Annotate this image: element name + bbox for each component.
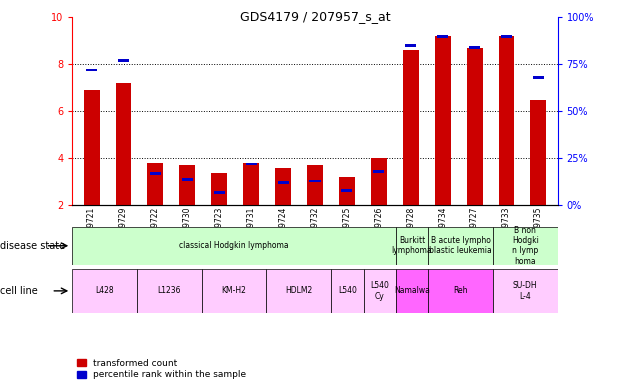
Bar [396,227,428,265]
Bar [469,46,480,49]
Bar [115,83,132,205]
Text: L1236: L1236 [158,286,181,295]
Bar [428,269,493,313]
Text: disease state: disease state [0,241,65,251]
Text: classical Hodgkin lymphoma: classical Hodgkin lymphoma [180,241,289,250]
Text: B acute lympho
blastic leukemia: B acute lympho blastic leukemia [429,236,492,255]
Bar [498,36,515,205]
Bar [428,227,493,265]
Bar [180,166,195,205]
Bar [86,69,97,71]
Bar [72,227,396,265]
Bar [307,166,323,205]
Bar [493,227,558,265]
Bar [214,191,225,194]
Bar [403,50,419,205]
Bar [211,172,227,205]
Text: cell line: cell line [0,286,38,296]
Text: Namalwa: Namalwa [394,286,430,295]
Bar [182,178,193,180]
Bar [331,269,364,313]
Bar [275,168,291,205]
Bar [147,163,163,205]
Bar [84,90,100,205]
Bar [202,269,266,313]
Bar [309,180,321,182]
Bar [118,59,129,62]
Bar [266,269,331,313]
Bar [246,163,257,166]
Text: Burkitt
lymphoma: Burkitt lymphoma [392,236,432,255]
Text: SU-DH
L-4: SU-DH L-4 [513,281,537,301]
Bar [364,269,396,313]
Text: GDS4179 / 207957_s_at: GDS4179 / 207957_s_at [239,10,391,23]
Text: L540: L540 [338,286,357,295]
Bar [396,269,428,313]
Bar [339,177,355,205]
Bar [533,76,544,79]
Text: KM-H2: KM-H2 [222,286,246,295]
Text: L428: L428 [96,286,114,295]
Text: Reh: Reh [453,286,468,295]
Bar [530,99,546,205]
Bar [435,36,450,205]
Bar [371,159,387,205]
Text: L540
Cy: L540 Cy [370,281,389,301]
Bar [243,163,259,205]
Text: B non
Hodgki
n lymp
homa: B non Hodgki n lymp homa [512,226,539,266]
Bar [137,269,202,313]
Bar [501,35,512,38]
Legend: transformed count, percentile rank within the sample: transformed count, percentile rank withi… [77,359,246,379]
Bar [373,170,384,173]
Bar [437,35,448,38]
Bar [405,44,416,47]
Bar [150,172,161,175]
Bar [341,189,353,192]
Bar [277,182,289,184]
Bar [493,269,558,313]
Bar [72,269,137,313]
Bar [467,48,483,205]
Text: HDLM2: HDLM2 [285,286,312,295]
